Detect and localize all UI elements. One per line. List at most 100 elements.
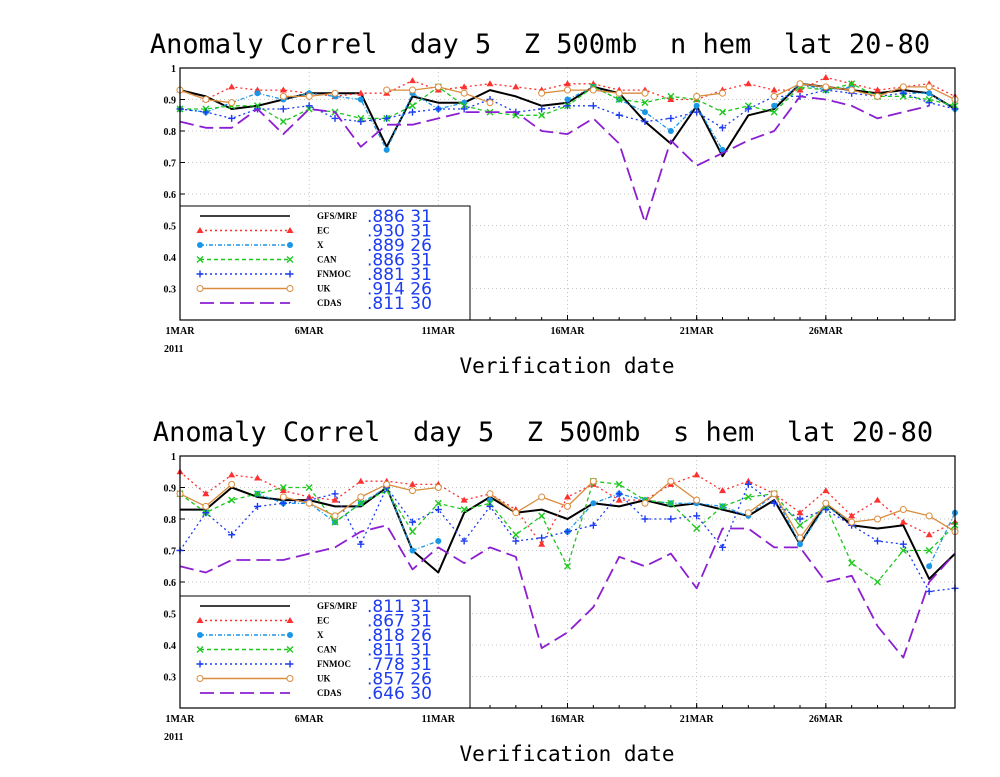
data-point: [305, 484, 313, 491]
data-point: [615, 480, 623, 488]
data-point: [279, 118, 287, 126]
data-point: [641, 118, 649, 126]
legend-label: EC: [317, 616, 330, 626]
data-point: [383, 146, 390, 153]
data-point: [667, 96, 675, 102]
legend-stat: .867 31: [367, 612, 432, 632]
data-point: [744, 493, 752, 501]
data-point: [796, 80, 804, 88]
data-point: [202, 509, 210, 517]
data-point: [357, 118, 365, 126]
series-line: [179, 95, 930, 224]
y-tick-label: 0.5: [164, 222, 177, 233]
y-tick-label: 0.3: [164, 285, 177, 296]
data-point: [719, 108, 726, 116]
data-point: [196, 285, 204, 292]
y-axis: 1 0.9 0.8 0.7 0.6 0.5 0.4 0.3: [164, 64, 185, 296]
series-uk: [176, 80, 959, 107]
data-point: [279, 86, 287, 93]
data-point: [719, 502, 726, 510]
data-point: [486, 99, 494, 107]
legend-label: UK: [317, 674, 331, 684]
data-point: [228, 531, 236, 539]
data-point: [848, 80, 856, 88]
data-point: [822, 487, 830, 494]
data-point: [589, 102, 597, 110]
legend-entry: CDAS .646 30: [200, 684, 432, 704]
data-point: [305, 493, 313, 500]
data-point: [822, 83, 830, 91]
y-tick-label: 0.3: [164, 673, 177, 684]
data-point: [899, 518, 907, 525]
data-point: [357, 540, 365, 548]
data-point: [822, 73, 830, 80]
data-point: [331, 114, 339, 122]
x-axis-label: Verification date: [460, 742, 675, 766]
data-point: [461, 99, 468, 106]
x-tick-label: 26MAR: [809, 326, 844, 337]
data-point: [641, 89, 649, 97]
data-point: [744, 477, 752, 484]
data-point: [564, 528, 571, 536]
data-point: [331, 89, 339, 97]
data-point: [641, 99, 649, 107]
legend-entry: GFS/MRF .811 31: [200, 597, 432, 617]
x-axis-label: Verification date: [460, 354, 675, 378]
data-point: [822, 506, 830, 514]
data-point: [196, 617, 204, 623]
data-point: [357, 89, 365, 96]
legend-entry: EC .867 31: [196, 612, 432, 632]
data-point: [305, 92, 313, 100]
data-point: [822, 499, 830, 507]
data-point: [202, 490, 210, 497]
data-point: [926, 90, 933, 97]
data-point: [409, 518, 416, 526]
data-point: [460, 83, 468, 90]
data-point: [564, 96, 571, 103]
legend-label: X: [317, 240, 324, 250]
data-point: [693, 471, 701, 478]
y-tick-label: 0.6: [164, 578, 177, 589]
legend-stat: .811 31: [367, 641, 432, 661]
data-point: [719, 543, 726, 551]
legend-label: CAN: [317, 645, 337, 655]
data-point: [435, 538, 442, 545]
data-point: [693, 102, 700, 109]
data-point: [383, 114, 391, 122]
plot-frame: [179, 455, 956, 709]
data-point: [434, 499, 442, 507]
data-point: [564, 502, 571, 510]
data-point: [615, 111, 623, 119]
legend-stat: .886 31: [367, 251, 432, 271]
data-point: [874, 515, 881, 523]
legend-stat: .811 30: [367, 294, 432, 314]
data-point: [460, 506, 468, 514]
x-tick-label: 21MAR: [680, 326, 715, 337]
data-point: [926, 563, 933, 570]
x-axis: 1MAR 6MAR 11MAR 16MAR 21MAR 26MAR 2011: [164, 315, 956, 355]
data-point: [848, 86, 856, 94]
legend-stat: .886 31: [367, 207, 432, 227]
y-tick-label: 0.7: [164, 547, 177, 558]
data-point: [667, 515, 675, 523]
legend-stat: .811 31: [367, 597, 432, 617]
data-point: [197, 632, 203, 638]
data-point: [434, 506, 442, 514]
data-point: [589, 521, 597, 529]
series-line: [928, 512, 956, 567]
data-point: [279, 493, 287, 501]
legend-label: CDAS: [317, 688, 342, 698]
data-point: [693, 512, 701, 520]
data-point: [331, 518, 339, 526]
data-point: [667, 92, 675, 100]
data-point: [487, 497, 493, 504]
data-point: [589, 477, 597, 485]
data-point: [848, 559, 856, 567]
x-tick-label: 11MAR: [422, 714, 456, 725]
data-point: [486, 502, 494, 510]
data-point: [899, 540, 907, 548]
data-point: [409, 480, 416, 487]
data-point: [202, 96, 210, 103]
y-tick-label: 1: [171, 452, 176, 463]
